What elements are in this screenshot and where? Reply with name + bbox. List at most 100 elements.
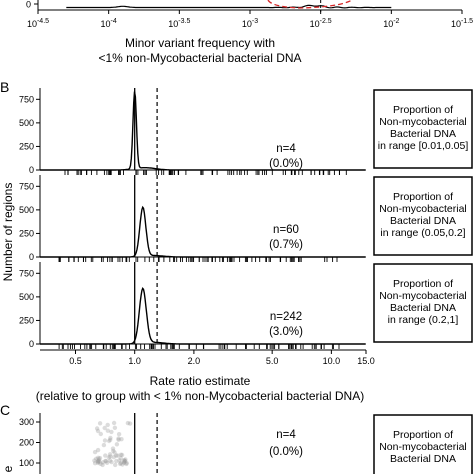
panel-c-point bbox=[102, 425, 107, 431]
facet-density-curve bbox=[40, 287, 366, 345]
panel-c-point bbox=[108, 454, 113, 459]
panel-c-point bbox=[100, 462, 105, 468]
facet-pct-label: (0.0%) bbox=[269, 158, 303, 170]
facet-strip-box bbox=[373, 176, 473, 256]
facet-y-tick-label: 500 bbox=[19, 205, 34, 215]
panel-b-x-title-line2: (relative to group with < 1% non-Mycobac… bbox=[36, 389, 364, 403]
panel-c-point bbox=[119, 452, 125, 458]
facet-strip-text: Proportion of bbox=[393, 278, 453, 290]
facet-rug bbox=[64, 170, 347, 175]
panel-a: 0 10-4.5 10-4 10-3.5 10-3 10-2.5 10-2 10-1.5 M… bbox=[26, 0, 473, 65]
facet-y-tick-label: 500 bbox=[19, 292, 34, 302]
facet-strip-text: Bacterial DNA bbox=[390, 302, 456, 314]
facet-strip-text: in range [0.01,0.05] bbox=[378, 140, 469, 152]
panel-b-facet-1: 0 250 500 750 n=4 (0.0%) Proportion ofNon-myco… bbox=[19, 88, 473, 175]
facet-strip-text: Bacterial DNA bbox=[390, 215, 456, 227]
panel-c-point bbox=[118, 460, 123, 466]
panel-b-facet-3: 0 250 500 750 n=242 (3.0%) Proportion ofNon-my… bbox=[19, 262, 473, 349]
facet-strip-box bbox=[373, 89, 473, 169]
panel-a-x-tick-label: 10-3 bbox=[242, 18, 258, 29]
panel-b-x-tick-label: 15.0 bbox=[357, 356, 375, 366]
panel-c-point bbox=[119, 437, 124, 442]
panel-c-point bbox=[103, 458, 108, 464]
panel-c-point bbox=[95, 459, 101, 464]
panel-c: C 100 200 300 e n=4 (0.0%) Proportion ofNon-my… bbox=[0, 402, 473, 474]
panel-c-point bbox=[96, 458, 101, 463]
facet-y-tick-label: 0 bbox=[29, 252, 34, 262]
panel-c-point bbox=[96, 455, 101, 460]
facet-rug bbox=[58, 257, 338, 262]
panel-b-y-title: Number of regions bbox=[1, 183, 15, 282]
panel-c-point bbox=[121, 458, 127, 463]
panel-c-point bbox=[109, 459, 114, 465]
panel-c-point bbox=[121, 460, 127, 465]
panel-c-point bbox=[118, 456, 123, 461]
panel-c-point bbox=[106, 455, 112, 460]
facet-strip-text: Non-mycobacterial bbox=[379, 116, 467, 128]
panel-c-point bbox=[125, 420, 131, 426]
panel-c-strip-box bbox=[373, 414, 473, 474]
panel-c-point bbox=[105, 422, 110, 428]
panel-a-red-dashed-ellipse bbox=[267, 0, 353, 9]
panel-c-point bbox=[127, 421, 133, 426]
panel-b-x-title-line1: Rate ratio estimate bbox=[150, 374, 251, 388]
panel-c-point bbox=[111, 454, 117, 460]
panel-c-point bbox=[122, 460, 127, 465]
panel-c-point bbox=[111, 448, 116, 454]
panel-c-point bbox=[95, 428, 101, 434]
panel-c-point bbox=[103, 459, 109, 464]
facet-y-tick-label: 0 bbox=[29, 165, 34, 175]
panel-a-x-ticks: 10-4.5 10-4 10-3.5 10-3 10-2.5 10-2 10-1.5 bbox=[27, 10, 473, 29]
panel-c-point bbox=[118, 461, 123, 467]
panel-c-point bbox=[103, 453, 108, 458]
panel-c-pct-label: (0.0%) bbox=[269, 446, 303, 458]
panel-c-point bbox=[110, 446, 116, 451]
panel-a-density-line bbox=[66, 4, 392, 9]
panel-c-point bbox=[95, 460, 101, 466]
panel-c-point bbox=[95, 447, 101, 453]
panel-c-point bbox=[102, 438, 108, 443]
facet-strip-text: in range (0.05,0.2] bbox=[380, 227, 465, 239]
panel-c-point bbox=[94, 456, 99, 461]
panel-b-facet-2: 0 250 500 750 n=60 (0.7%) Proportion ofNon-myc… bbox=[19, 175, 473, 262]
facet-strip-text: in range (0.2,1] bbox=[388, 314, 459, 326]
panel-c-point bbox=[111, 420, 117, 426]
facet-y-tick-label: 750 bbox=[19, 181, 34, 191]
facet-y-tick-label: 0 bbox=[29, 339, 34, 349]
panel-c-point bbox=[97, 459, 102, 464]
panel-c-point bbox=[98, 431, 104, 437]
panel-a-x-tick-label: 10-2 bbox=[383, 18, 399, 29]
panel-c-point bbox=[92, 461, 98, 466]
panel-a-x-tick-label: 10-2.5 bbox=[310, 18, 332, 29]
facet-strip-text: Bacterial DNA bbox=[390, 128, 456, 140]
panel-c-point bbox=[96, 457, 102, 462]
panel-c-points bbox=[92, 420, 133, 468]
panel-c-point bbox=[97, 455, 103, 461]
panel-c-point bbox=[106, 438, 112, 444]
panel-b-x-tick-label: 10.0 bbox=[323, 356, 341, 366]
panel-c-point bbox=[104, 460, 110, 465]
panel-c-point bbox=[123, 457, 128, 462]
panel-c-point bbox=[124, 461, 129, 467]
panel-c-n-label: n=4 bbox=[276, 429, 296, 441]
facet-n-label: n=4 bbox=[276, 143, 296, 155]
facet-y-tick-label: 500 bbox=[19, 118, 34, 128]
panel-b-x-axis: 0.5 1.0 2.0 5.0 10.0 15.0 bbox=[40, 349, 375, 366]
panel-c-point bbox=[118, 452, 124, 457]
panel-c-point bbox=[107, 458, 113, 463]
panel-c-point bbox=[115, 453, 120, 458]
panel-c-point bbox=[107, 452, 113, 457]
panel-c-strip-text: Proportion of bbox=[393, 429, 453, 441]
panel-c-plot: 100 200 300 e n=4 (0.0%) Proportion ofNon-myco… bbox=[1, 413, 473, 474]
panel-c-point bbox=[116, 432, 122, 437]
panel-c-point bbox=[116, 436, 121, 441]
panel-c-point bbox=[95, 459, 101, 464]
facet-pct-label: (0.7%) bbox=[269, 239, 303, 251]
panel-c-point bbox=[114, 453, 119, 458]
panel-c-y-tick-label: 200 bbox=[19, 438, 34, 448]
panel-a-x-tick-label: 10-3.5 bbox=[168, 18, 190, 29]
panel-c-point bbox=[117, 458, 122, 463]
panel-c-strip-text: Non-mycobacterial bbox=[379, 441, 467, 453]
panel-c-point bbox=[92, 458, 97, 463]
